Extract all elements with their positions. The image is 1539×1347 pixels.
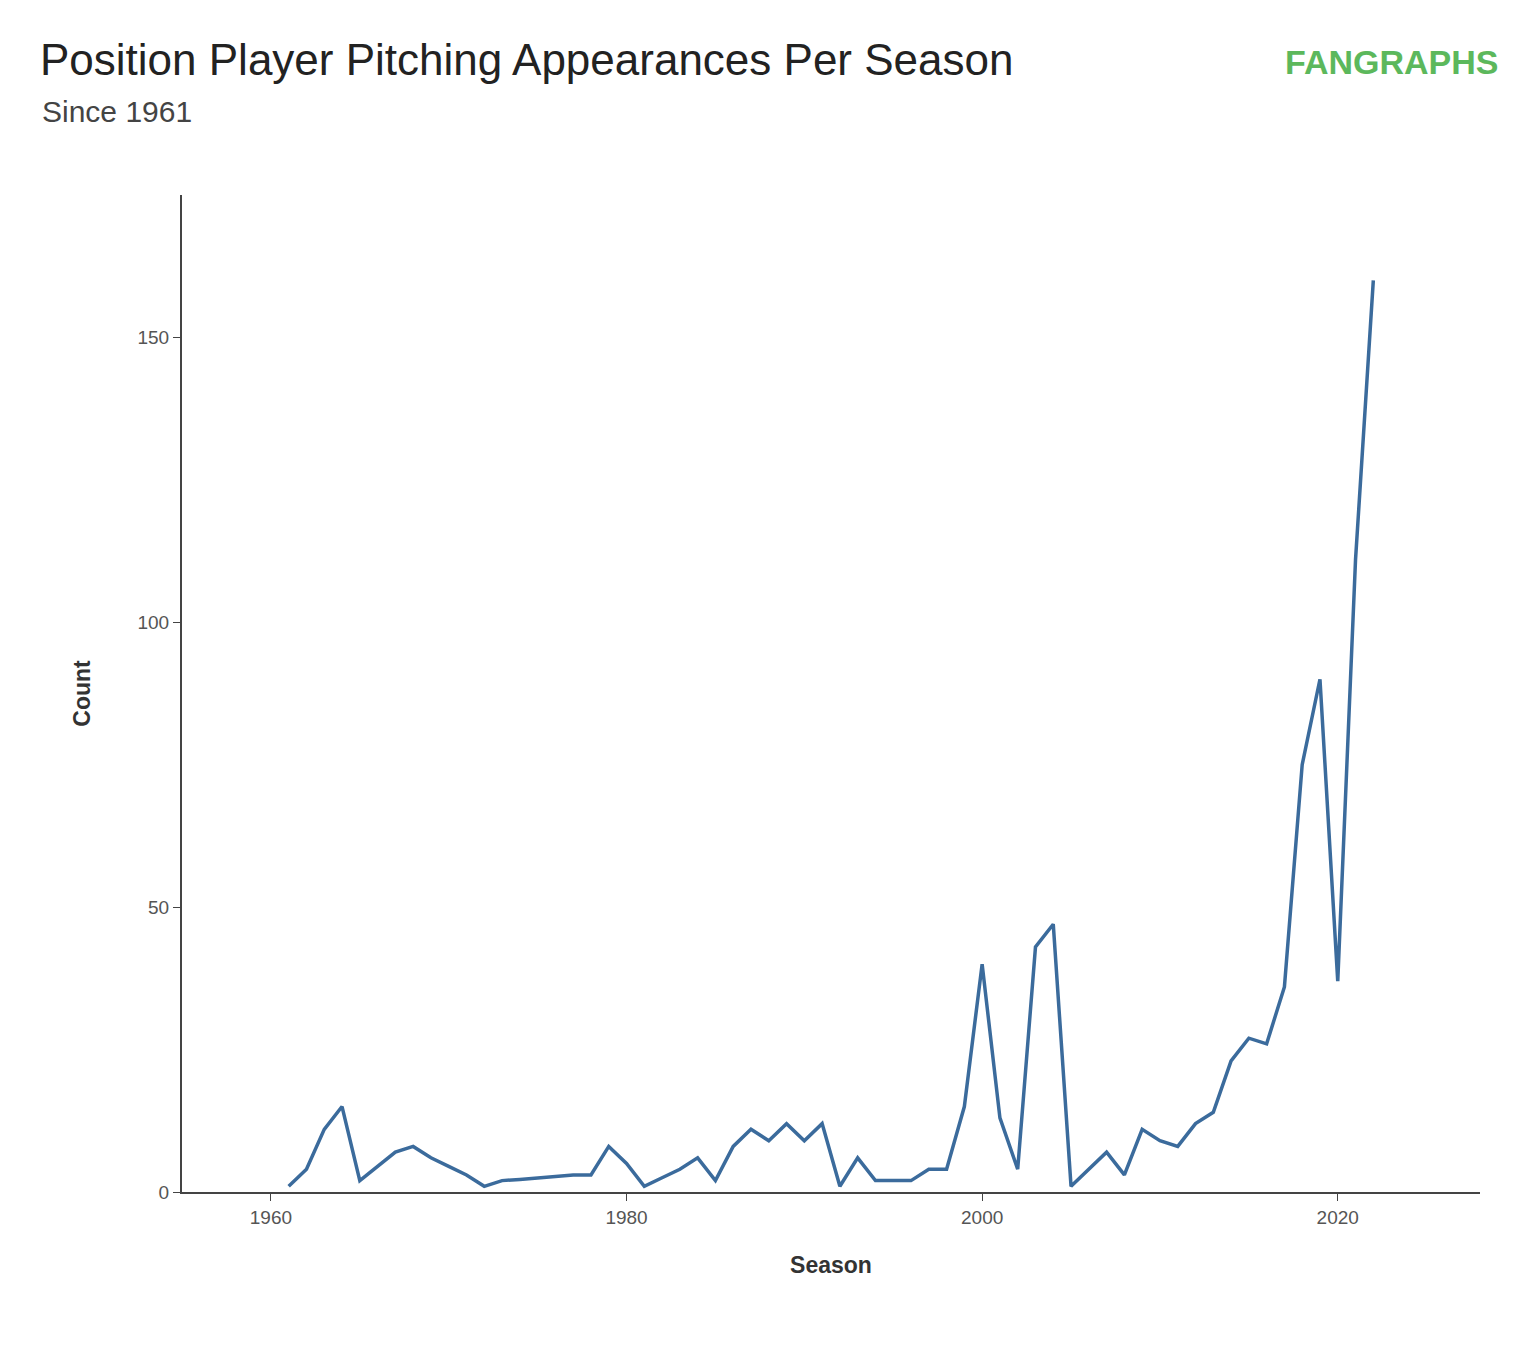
svg-text:100: 100 bbox=[137, 612, 169, 633]
svg-text:Count: Count bbox=[69, 660, 95, 727]
svg-text:150: 150 bbox=[137, 327, 169, 348]
svg-text:Season: Season bbox=[790, 1252, 872, 1278]
svg-text:Since 1961: Since 1961 bbox=[42, 95, 192, 128]
svg-text:1980: 1980 bbox=[605, 1207, 647, 1228]
svg-text:2020: 2020 bbox=[1317, 1207, 1359, 1228]
svg-text:Position Player Pitching Appea: Position Player Pitching Appearances Per… bbox=[40, 35, 1013, 84]
svg-text:FANGRAPHS: FANGRAPHS bbox=[1285, 43, 1498, 81]
svg-text:1960: 1960 bbox=[250, 1207, 292, 1228]
svg-text:50: 50 bbox=[148, 897, 169, 918]
svg-text:2000: 2000 bbox=[961, 1207, 1003, 1228]
svg-text:0: 0 bbox=[159, 1182, 170, 1203]
